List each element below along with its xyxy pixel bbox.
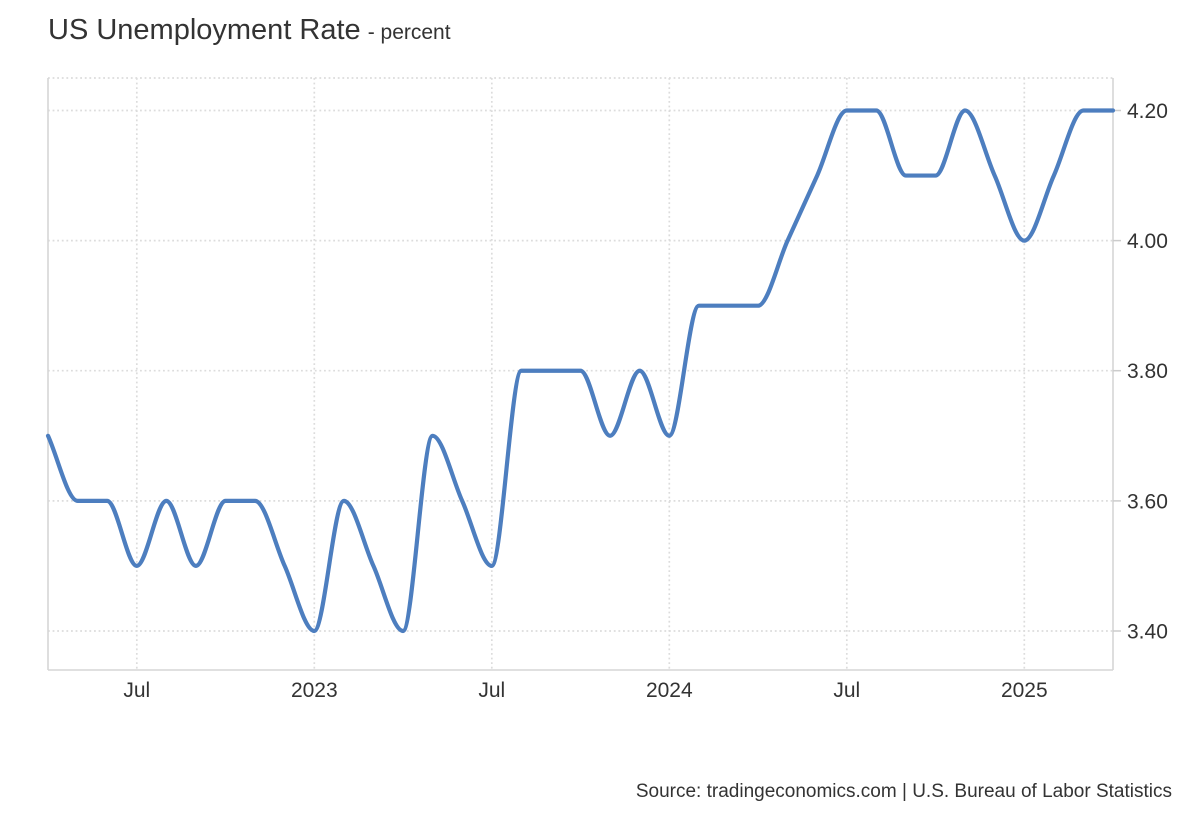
x-tick-label: 2023 — [291, 679, 338, 702]
y-tick-label: 3.80 — [1127, 360, 1168, 383]
y-tick-label: 4.20 — [1127, 100, 1168, 123]
chart-header: US Unemployment Rate - percent — [48, 14, 451, 47]
source-attribution: Source: tradingeconomics.com | U.S. Bure… — [635, 781, 1172, 802]
x-tick-label: Jul — [123, 679, 150, 702]
unemployment-rate-line — [45, 108, 1116, 634]
chart-subtitle: - percent — [367, 21, 451, 44]
y-tick-label: 3.40 — [1127, 621, 1168, 644]
x-tick-label: 2025 — [1001, 679, 1048, 702]
x-tick-label: Jul — [478, 679, 505, 702]
x-tick-label: 2024 — [646, 679, 693, 702]
x-tick-label: Jul — [833, 679, 860, 702]
unemployment-line-chart: 3.40 3.60 3.80 4.00 4.20 Jul 2023 Jul 2024 Jul 202… — [45, 77, 1168, 702]
y-tick-label: 4.00 — [1127, 230, 1168, 253]
chart-title: US Unemployment Rate — [48, 14, 361, 46]
y-tick-label: 3.60 — [1127, 490, 1168, 513]
